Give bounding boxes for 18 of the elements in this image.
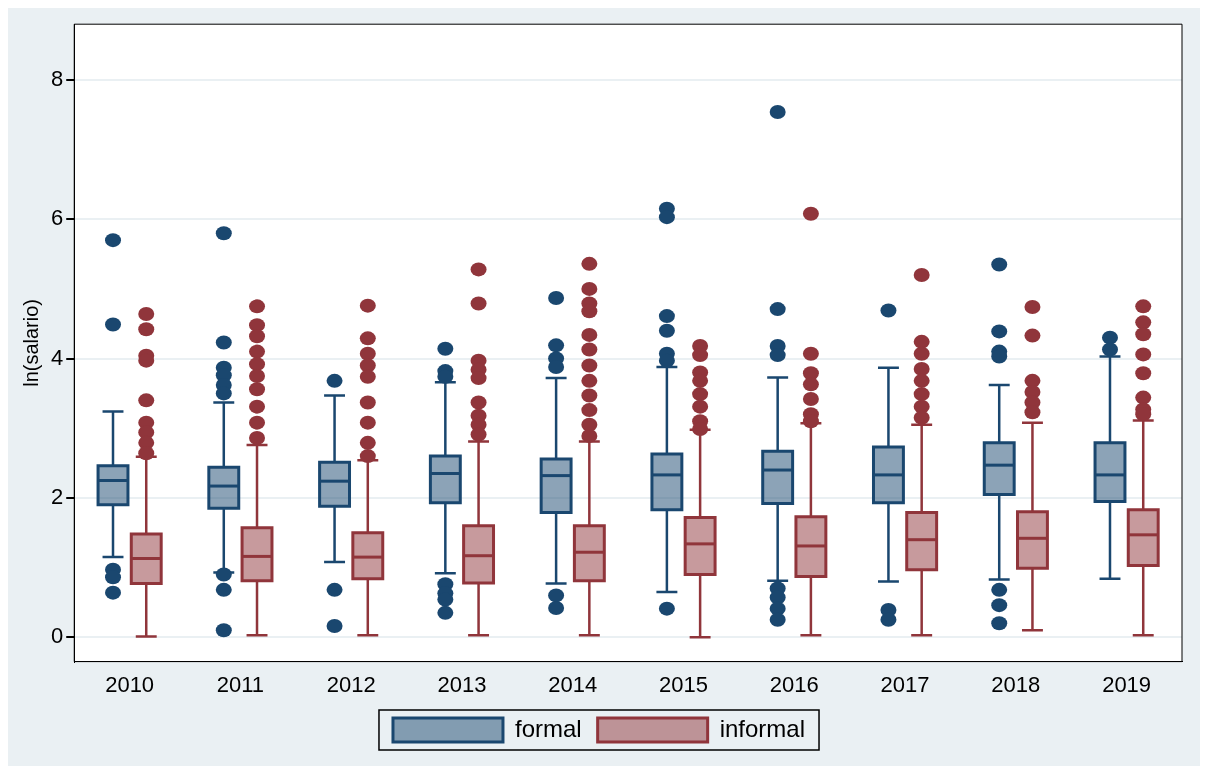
x-tick-label: 2013 [437,671,487,697]
x-tick-label: 2014 [548,671,598,697]
legend-label: informal [719,714,806,742]
y-tick-label: 4 [50,344,64,370]
x-tick-label: 2016 [769,671,819,697]
x-tick-label: 2018 [991,671,1041,697]
y-tick-label: 2 [50,483,64,509]
x-tick-label: 2019 [1102,671,1152,697]
x-tick-label: 2012 [326,671,376,697]
y-tick-label: 8 [50,65,64,91]
y-axis-title: ln(salario) [19,298,42,387]
x-tick-label: 2015 [659,671,708,697]
legend-label: formal [514,714,582,742]
y-tick-label: 6 [50,205,64,231]
x-tick-label: 2017 [880,671,930,697]
y-tick-label: 0 [50,623,64,649]
x-tick-label: 2010 [105,671,155,697]
x-tick-label: 2011 [216,671,265,697]
